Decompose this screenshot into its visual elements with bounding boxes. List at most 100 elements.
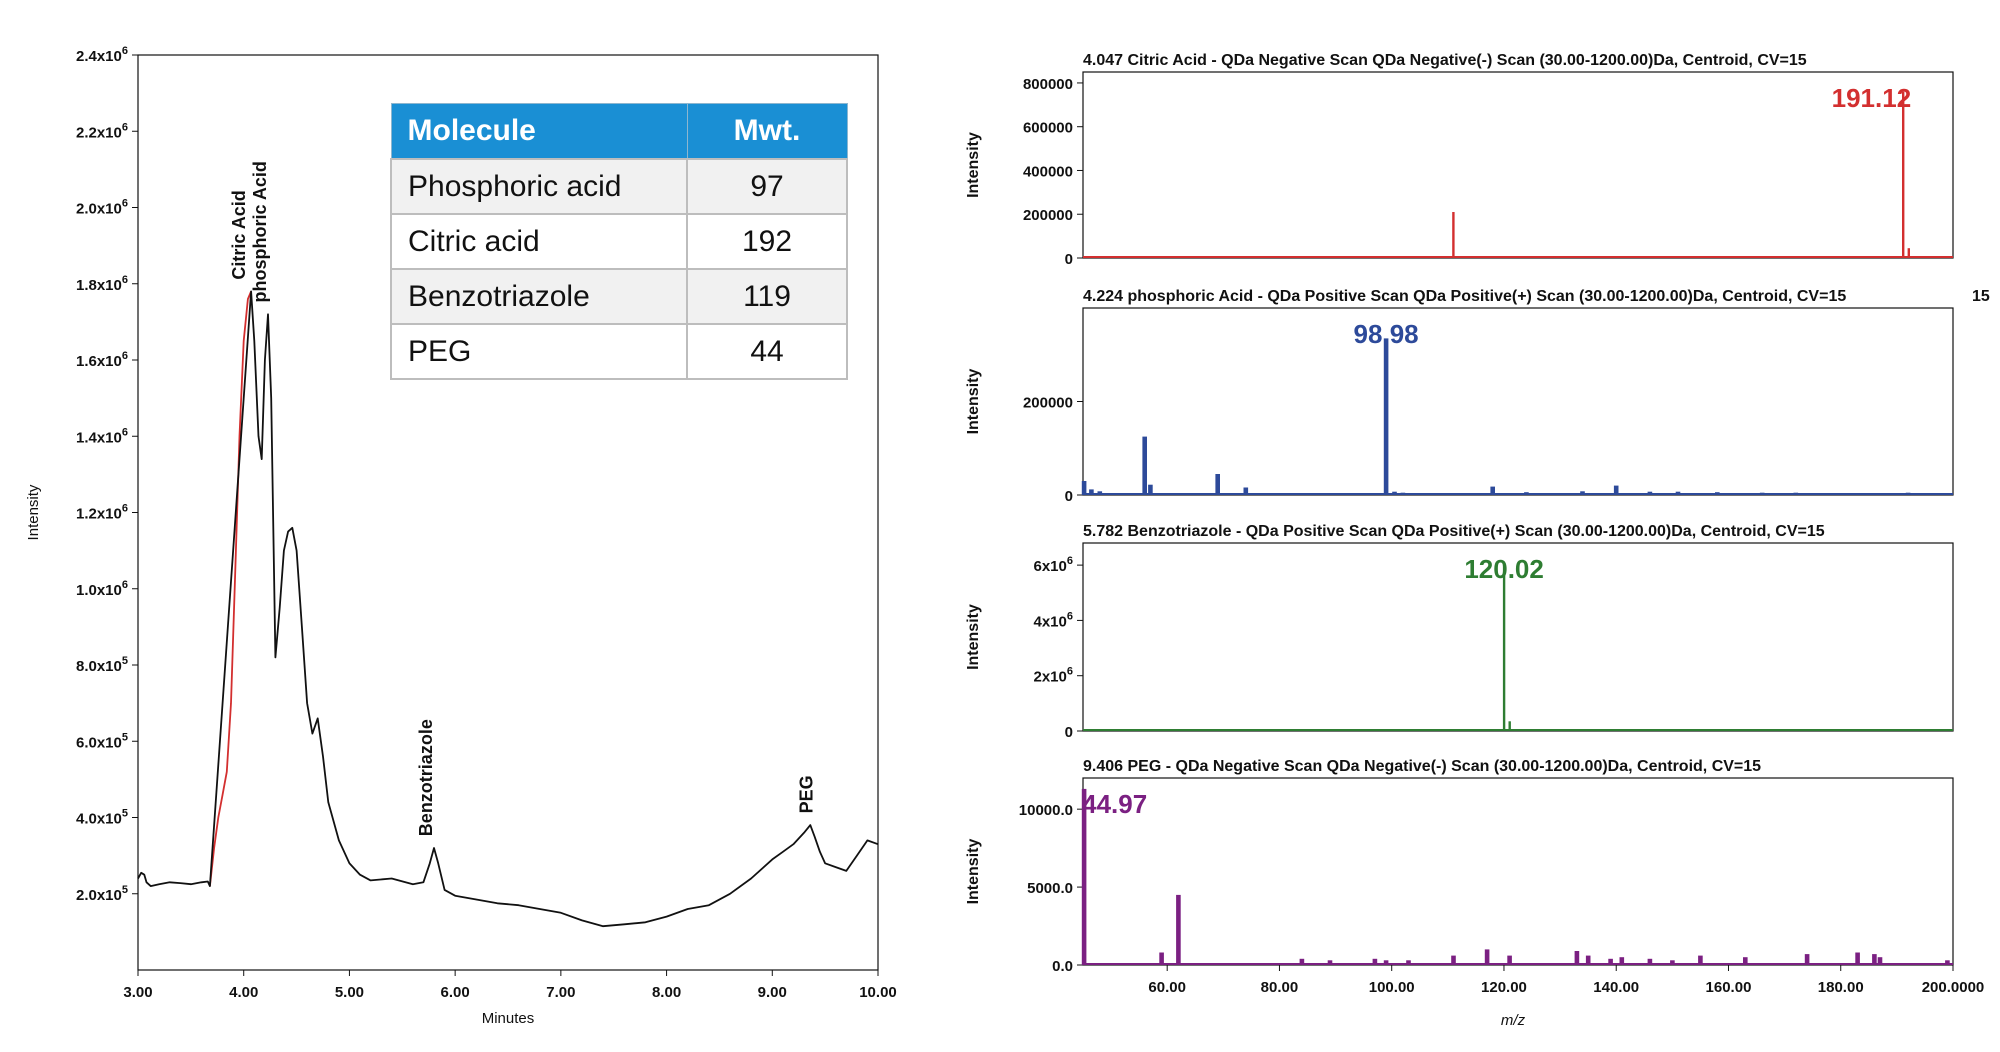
peak-value-label: 191.12 — [1832, 83, 1912, 113]
annotation-citric-acid: Citric Acid — [229, 190, 249, 279]
spectrum-peak-bar — [1905, 492, 1911, 495]
table-row: Benzotriazole 119 — [390, 268, 848, 325]
spectrum-title-overlap: 15 — [1972, 288, 1990, 305]
molecule-name: Phosphoric acid — [390, 158, 688, 215]
spectrum-peak-bar — [1452, 212, 1455, 258]
spectrum-peak-bar — [1299, 958, 1305, 965]
x-tick-label: 80.00 — [1261, 979, 1299, 996]
x-tick-label: 3.00 — [123, 984, 152, 1001]
x-tick-label: 180.00 — [1818, 979, 1864, 996]
spectrum-peak-bar — [1715, 492, 1720, 495]
spectrum-peak-bar — [1406, 960, 1411, 965]
spectrum-peak-bar — [1647, 958, 1653, 965]
spectrum-peak-bar — [1743, 957, 1748, 965]
chromatogram-trace-black — [137, 290, 879, 928]
y-tick-label: 2.0x106 — [76, 198, 128, 218]
spectrum-peak-bar — [1327, 960, 1333, 965]
spectrum-peak-bar — [1574, 951, 1580, 965]
spectrum-peak-bar — [1502, 565, 1506, 731]
y-tick-label: 2.4x106 — [76, 45, 128, 65]
spectrum-peak-bar — [1580, 491, 1585, 495]
molecule-mwt: 97 — [686, 158, 848, 215]
x-tick-label: 200.0000 — [1922, 979, 1985, 996]
header-mwt: Mwt. — [686, 103, 848, 160]
spectrum-peak-bar — [1902, 91, 1905, 258]
spectrum-peak-bar — [1860, 493, 1866, 495]
spectrum-peak-bar — [1907, 248, 1910, 258]
y-tick-label: 4x106 — [1034, 610, 1074, 630]
spectrum-peak-bar — [1490, 486, 1495, 495]
molecule-name: Benzotriazole — [390, 268, 688, 325]
spectrum-peak-bar — [1855, 952, 1860, 965]
spectrum-peak-bar — [1215, 474, 1220, 495]
spectrum-plot-frame — [1082, 777, 1954, 966]
spectrum-peak-bar — [1097, 491, 1103, 495]
spectrum-plot-frame — [1082, 71, 1954, 259]
mass-spectra-panels: 4.047 Citric Acid - QDa Negative Scan QD… — [965, 52, 1990, 1029]
y-axis-title: Intensity — [965, 132, 982, 198]
x-tick-label: 7.00 — [546, 984, 575, 1001]
annotation-peg: PEG — [797, 775, 817, 813]
table-row: Citric acid 192 — [390, 213, 848, 270]
y-tick-label: 0.0 — [1052, 958, 1073, 975]
x-tick-label: 6.00 — [441, 984, 470, 1001]
y-tick-label: 1.2x106 — [76, 503, 128, 523]
x-tick-label: 160.00 — [1706, 979, 1752, 996]
y-tick-label: 1.0x106 — [76, 579, 128, 599]
spectrum-peak-bar — [1372, 958, 1378, 965]
y-tick-label: 200000 — [1023, 207, 1073, 224]
spectrum-peak-bar — [1508, 721, 1511, 731]
spectrum-peak-bar — [1383, 338, 1389, 495]
spectrum-citric-acid: 4.047 Citric Acid - QDa Negative Scan QD… — [965, 52, 1954, 268]
spectrum-peak-bar — [1400, 492, 1406, 495]
x-tick-label: 120.00 — [1481, 979, 1527, 996]
y-tick-label: 2.0x105 — [76, 884, 128, 904]
spectrum-plot-frame — [1082, 307, 1954, 496]
y-tick-label: 2x106 — [1034, 666, 1074, 686]
spectrum-peak-bar — [1759, 492, 1765, 495]
spectrum-phosphoric-acid: 4.224 phosphoric Acid - QDa Positive Sca… — [965, 288, 1990, 505]
y-tick-label: 200000 — [1023, 395, 1073, 412]
annotation-phosphoric-acid: phosphoric Acid — [250, 161, 270, 302]
molecular-weight-table: Molecule Mwt. Phosphoric acid 97 Citric … — [390, 103, 848, 380]
y-tick-label: 0 — [1065, 488, 1073, 505]
spectrum-peak-bar — [1176, 894, 1181, 965]
y-tick-label: 6.0x105 — [76, 731, 128, 751]
x-tick-label: 10.00 — [859, 984, 897, 1001]
x-tick-label: 100.00 — [1369, 979, 1415, 996]
spectrum-peak-bar — [1148, 484, 1153, 495]
y-tick-label: 4.0x105 — [76, 808, 128, 828]
spectrum-peak-bar — [1877, 957, 1883, 965]
molecule-name: Citric acid — [390, 213, 688, 270]
spectrum-peak-bar — [1872, 954, 1877, 965]
spectrum-peak-bar — [1608, 958, 1613, 965]
table-row: Phosphoric acid 97 — [390, 158, 848, 215]
x-axis-title: m/z — [1501, 1012, 1526, 1029]
spectrum-peak-bar — [1619, 957, 1625, 965]
chromatogram-chart: 2.0x105 4.0x105 6.0x105 8.0x105 1.0x106 1.2x1… — [25, 45, 897, 1027]
molecule-name: PEG — [390, 323, 688, 380]
peak-value-label: 120.02 — [1464, 554, 1544, 584]
y-tick-label: 0 — [1065, 724, 1073, 741]
spectrum-peg: 9.406 PEG - QDa Negative Scan QDa Negati… — [965, 758, 1984, 1029]
molecule-mwt: 192 — [686, 213, 848, 270]
y-tick-label: 600000 — [1023, 120, 1073, 137]
x-tick-label: 8.00 — [652, 984, 681, 1001]
spectrum-peak-bar — [1804, 954, 1810, 965]
spectrum-peak-bar — [1524, 492, 1529, 495]
molecule-mwt: 119 — [686, 268, 848, 325]
spectrum-peak-bar — [1793, 492, 1799, 495]
y-axis-title: Intensity — [25, 484, 42, 540]
spectrum-peak-bar — [1675, 491, 1681, 495]
spectrum-peak-bar — [1647, 491, 1653, 495]
y-tick-label: 8.0x105 — [76, 655, 128, 675]
y-tick-label: 2.2x106 — [76, 121, 128, 141]
spectrum-peak-bar — [1945, 960, 1950, 965]
y-tick-label: 10000.0 — [1019, 802, 1073, 819]
y-tick-label: 1.4x106 — [76, 426, 128, 446]
spectrum-title: 4.047 Citric Acid - QDa Negative Scan QD… — [1083, 52, 1807, 69]
spectrum-peak-bar — [1484, 949, 1490, 965]
y-axis-title: Intensity — [965, 369, 982, 435]
y-tick-label: 800000 — [1023, 76, 1073, 93]
